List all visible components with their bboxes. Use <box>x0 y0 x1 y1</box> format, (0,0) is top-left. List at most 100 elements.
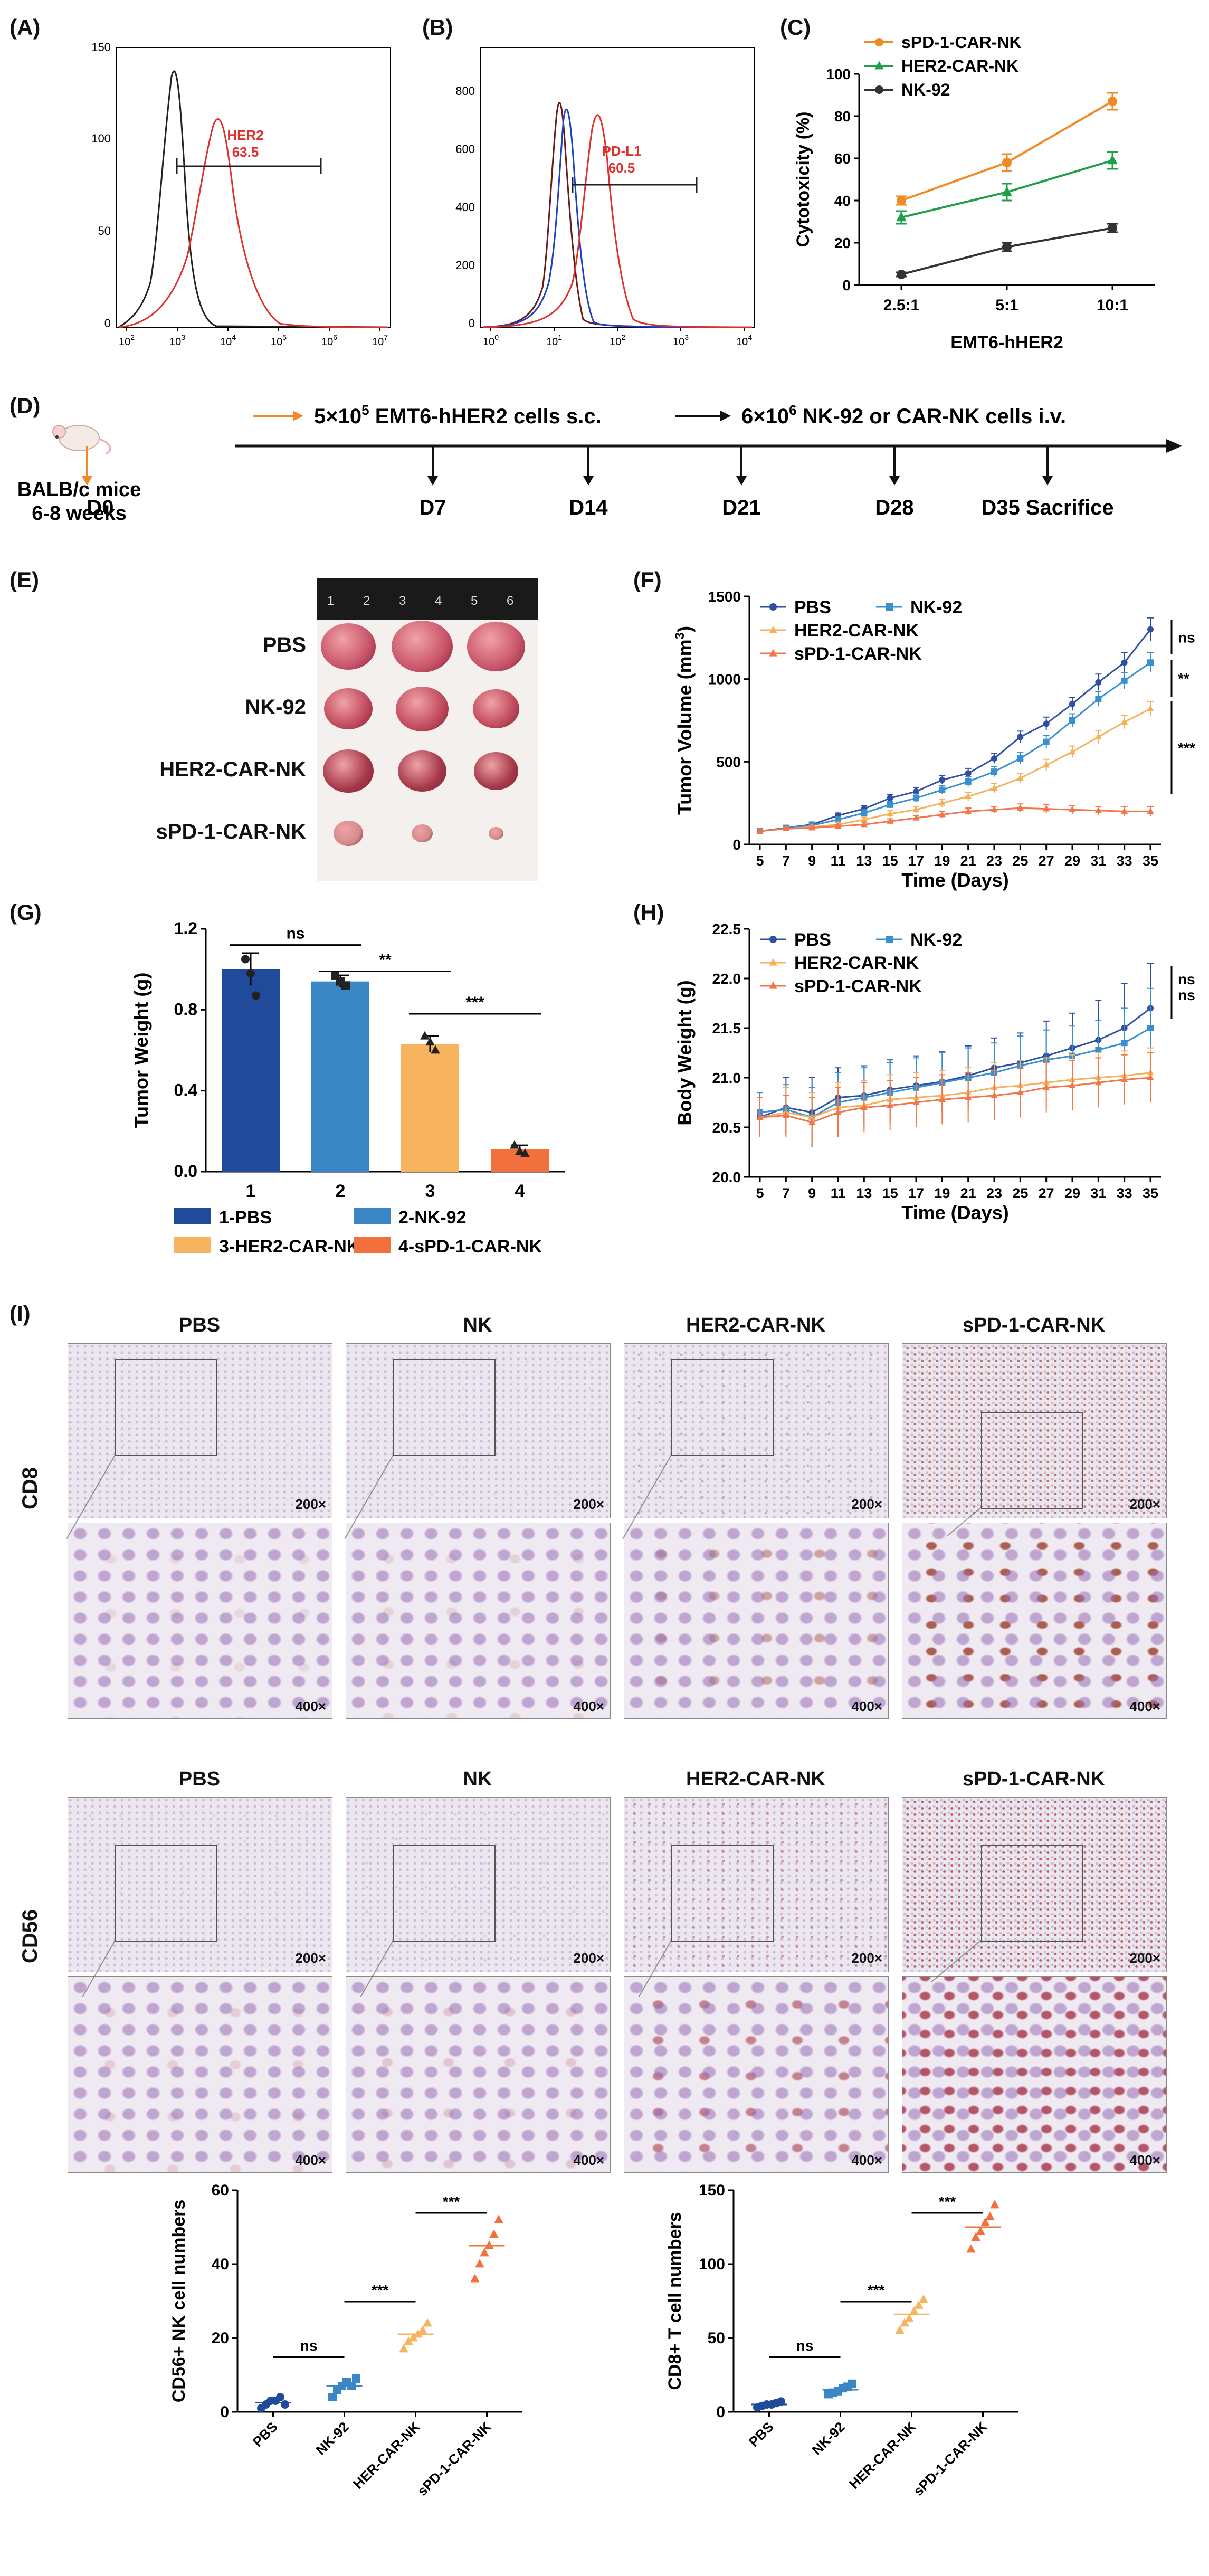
data-point <box>404 2336 413 2345</box>
series-sPD-1-CAR-NK <box>896 92 1118 206</box>
tumor-sample <box>398 750 446 792</box>
data-point <box>1002 242 1012 252</box>
arrow-down-icon <box>889 476 900 486</box>
data-point <box>1108 97 1117 106</box>
x-tick-label: NK-92 <box>312 2419 351 2458</box>
arrow-down-icon <box>736 476 747 486</box>
data-point <box>281 2400 289 2409</box>
legend-marker <box>875 85 883 94</box>
series-HER2-CAR-NK <box>896 151 1118 225</box>
bar <box>311 981 369 1172</box>
data-point <box>1069 700 1075 707</box>
data-point <box>1121 1040 1128 1047</box>
mouse-icon <box>52 425 111 455</box>
x-tick-label: 5 <box>756 853 764 869</box>
data-point <box>328 2393 337 2401</box>
legend-swatch <box>354 1237 391 1253</box>
legend-marker <box>769 936 777 943</box>
data-point <box>938 799 946 806</box>
data-point <box>484 2240 494 2249</box>
panel-d-timeline: BALB/c mice 6-8 weeks 5×105 EMT6-hHER2 c… <box>17 402 1182 525</box>
panel-b-histogram: 0 200 400 600 800 100 101 102 103 104 PD-L1 … <box>455 47 755 348</box>
y-tick-label: 0.0 <box>174 1162 197 1181</box>
data-point <box>985 2211 995 2220</box>
panel-b-control-curve <box>482 108 753 328</box>
data-point <box>1121 807 1128 814</box>
series-line <box>759 662 1151 832</box>
data-point <box>1095 679 1102 686</box>
panel-b-ytick: 400 <box>455 201 475 214</box>
panel-label-a: (A) <box>9 15 41 40</box>
panel-label-g: (G) <box>9 900 42 925</box>
data-point <box>408 2333 418 2342</box>
data-point <box>966 2244 976 2253</box>
data-point <box>1107 155 1118 165</box>
legend-label: 3-HER2-CAR-NK <box>219 1237 360 1257</box>
data-point <box>965 1094 972 1100</box>
data-point <box>860 1104 868 1110</box>
ihc-low-mag-image <box>624 1797 889 1972</box>
data-point <box>420 1031 430 1040</box>
series-sPD-1-CAR-NK <box>756 803 1154 834</box>
panel-label-f: (F) <box>633 567 662 592</box>
significance-label: ns <box>286 925 304 943</box>
data-point <box>965 807 972 814</box>
y-axis-label: Tumor Volume (mm3) <box>673 626 696 815</box>
data-point <box>991 1091 998 1098</box>
x-tick-label: 29 <box>1064 1185 1080 1201</box>
significance-label: *** <box>465 994 484 1011</box>
x-tick-label: 1 <box>246 1181 256 1201</box>
ruler-number: 6 <box>507 594 514 608</box>
y-tick-label: 0 <box>716 2403 725 2421</box>
x-tick-label: 23 <box>986 853 1002 869</box>
panel-b-ytick: 800 <box>455 84 475 98</box>
ihc-inset-box <box>671 1845 774 1942</box>
x-tick-label: NK-92 <box>808 2419 848 2458</box>
data-point <box>1121 1076 1128 1082</box>
ihc-low-mag-image <box>624 1343 889 1518</box>
row-label-cd56: CD56 <box>18 1909 42 1963</box>
hist-xtick-label: 103 <box>673 333 689 348</box>
x-axis-label: Time (Days) <box>901 1202 1008 1223</box>
y-tick-label: 1000 <box>708 671 741 688</box>
legend-label: sPD-1-CAR-NK <box>794 644 922 664</box>
zoom-tag-low: 200× <box>1129 1496 1160 1512</box>
data-point <box>1017 734 1024 740</box>
tumor-row-label: NK-92 <box>245 696 306 719</box>
significance-label: *** <box>443 2193 460 2210</box>
legend-label: 1-PBS <box>219 1208 272 1228</box>
significance-label: *** <box>939 2193 956 2210</box>
x-tick-label: 31 <box>1090 1185 1106 1201</box>
zoom-tag-high: 400× <box>851 2152 882 2168</box>
legend-label: 4-sPD-1-CAR-NK <box>398 1237 542 1257</box>
y-tick-label: 50 <box>708 2330 725 2347</box>
data-point <box>1147 1025 1154 1031</box>
ihc-high-mag-image <box>624 1523 889 1719</box>
timeline-days: D0 D7 D14 D21 D28 D35 Sacrifice <box>82 446 1114 519</box>
y-tick-label: 20.0 <box>712 1169 741 1185</box>
significance-label: ns <box>300 2337 318 2354</box>
legend-swatch <box>174 1237 211 1253</box>
panel-c-cytotoxicity-chart: 0 20 40 60 80 100 Cytotoxicity (%) EMT6-hHER2 2.… <box>793 37 1155 353</box>
panel-b-frame <box>480 47 755 328</box>
panel-b-x-ticks: 100 101 102 103 104 <box>483 327 752 348</box>
panel-a-frame <box>116 47 391 328</box>
x-tick-label: 21 <box>960 853 976 869</box>
ihc-column-title: sPD-1-CAR-NK <box>962 1768 1106 1790</box>
series-line <box>759 1007 1151 1118</box>
panel-b-ytick: 200 <box>455 259 475 272</box>
data-point <box>276 2393 284 2401</box>
ruler-number: 2 <box>363 594 370 608</box>
arrow-down-icon <box>427 476 438 486</box>
legend-marker <box>874 61 884 70</box>
data-point <box>756 827 764 834</box>
y-tick-label: 100 <box>826 66 851 82</box>
data-point <box>938 811 946 818</box>
timeline-day-label: D14 <box>569 496 608 519</box>
x-tick-label: 27 <box>1039 853 1054 869</box>
data-point <box>1043 720 1050 727</box>
legend-swatch <box>354 1208 391 1224</box>
data-point <box>515 1146 525 1155</box>
series-HER2-CAR-NK <box>756 700 1154 834</box>
ihc-column-title: NK <box>463 1768 492 1790</box>
